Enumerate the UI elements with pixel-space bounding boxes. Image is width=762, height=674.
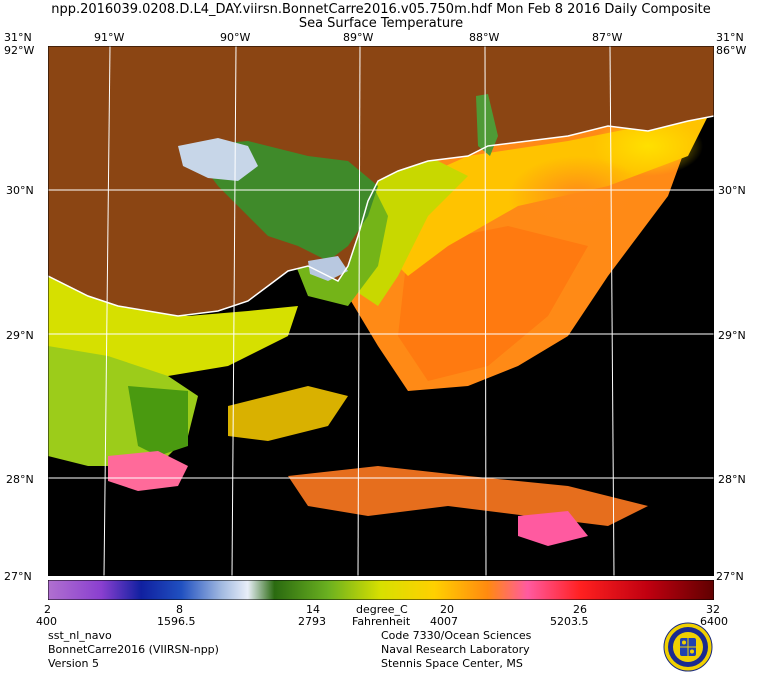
offshore-water-deep-orange [398, 226, 588, 381]
scale-c-2: 2 [44, 603, 51, 616]
lat-label-right-29n: 29°N [718, 329, 746, 342]
footer-code: Code 7330/Ocean Sciences [381, 629, 532, 642]
scale-n-400: 400 [36, 615, 57, 628]
lake-pontchartrain [178, 138, 258, 181]
scale-n-2793: 2793 [298, 615, 326, 628]
footer-region: BonnetCarre2016 (VIIRSN-npp) [48, 643, 219, 656]
scale-n-5203: 5203.5 [550, 615, 589, 628]
lat-label-left-28n: 28°N [6, 473, 34, 486]
image-subtitle: Sea Surface Temperature [298, 16, 464, 31]
lat-label-right-28n: 28°N [718, 473, 746, 486]
corner-label-bottom-left: 27°N [4, 570, 32, 583]
lon-label-top-91w: 91°W [94, 31, 125, 44]
corner-label-bottom-right: 27°N [716, 570, 744, 583]
mid-streaks [228, 386, 348, 441]
lat-label-left-30n: 30°N [6, 184, 34, 197]
warm-eddy [508, 156, 648, 236]
lake-borgne-area [308, 256, 348, 281]
yellow-eddy [593, 116, 703, 176]
lon-label-top-90w: 90°W [220, 31, 251, 44]
land-louisiana-mississippi [48, 46, 714, 316]
lon-label-top-87w: 87°W [592, 31, 623, 44]
footer-location: Stennis Space Center, MS [381, 657, 523, 670]
scale-c-8: 8 [176, 603, 183, 616]
lon-label-top-89w: 89°W [343, 31, 374, 44]
corner-label-top-left: 31°N [4, 31, 32, 44]
scale-unit-c: degree_C [356, 603, 408, 616]
corner-lon-top-right: 86°W [716, 44, 747, 57]
southern-streaks [288, 466, 648, 526]
graticule [48, 46, 714, 576]
corner-lon-top-left: 92°W [4, 44, 35, 57]
coastline-white [48, 115, 714, 317]
nrl-seal-icon [663, 622, 713, 672]
scale-c-20: 20 [440, 603, 454, 616]
sst-map [48, 46, 714, 576]
lat-label-left-29n: 29°N [6, 329, 34, 342]
color-scale-bar [48, 580, 714, 600]
scale-c-32: 32 [706, 603, 720, 616]
mobile-bay [476, 94, 498, 156]
scale-n-4007: 4007 [430, 615, 458, 628]
scale-c-26: 26 [573, 603, 587, 616]
pink-warm-patch [108, 451, 188, 491]
scale-c-14: 14 [306, 603, 320, 616]
corner-label-top-right: 31°N [716, 31, 744, 44]
lat-label-right-30n: 30°N [718, 184, 746, 197]
footer-product: sst_nl_navo [48, 629, 112, 642]
lon-label-top-88w: 88°W [469, 31, 500, 44]
scale-n-1596: 1596.5 [157, 615, 196, 628]
western-shelf-dark-green [128, 386, 188, 456]
footer-lab: Naval Research Laboratory [381, 643, 530, 656]
image-title: npp.2016039.0208.D.L4_DAY.viirsn.BonnetC… [51, 2, 711, 17]
scale-n-6400: 6400 [700, 615, 728, 628]
footer-version: Version 5 [48, 657, 99, 670]
southern-streak-pink [518, 511, 588, 546]
scale-unit-f: Fahrenheit [352, 615, 411, 628]
